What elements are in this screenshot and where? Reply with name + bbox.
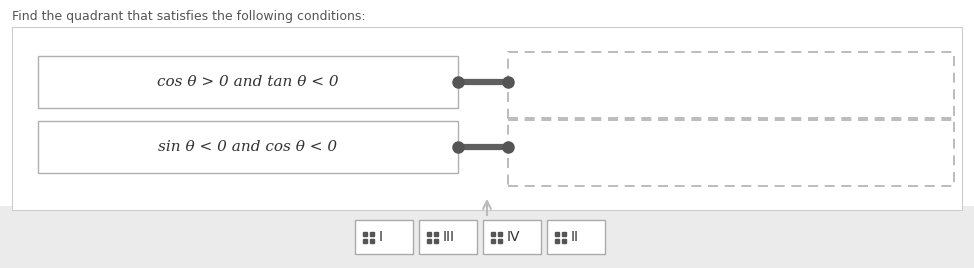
Text: II: II (571, 230, 579, 244)
Text: III: III (443, 230, 455, 244)
Bar (38, 56, 458, 108)
Text: I: I (379, 230, 383, 244)
Bar (12, 27, 962, 210)
Text: IV: IV (507, 230, 520, 244)
Bar (38, 121, 458, 173)
Bar (508, 118, 954, 186)
Bar (547, 220, 605, 254)
Bar (0, 206, 974, 268)
Text: Find the quadrant that satisfies the following conditions:: Find the quadrant that satisfies the fol… (12, 10, 365, 23)
Text: sin θ < 0 and cos θ < 0: sin θ < 0 and cos θ < 0 (159, 140, 338, 154)
Bar (508, 52, 954, 120)
Bar (355, 220, 413, 254)
Bar (419, 220, 477, 254)
Bar (483, 220, 541, 254)
Text: cos θ > 0 and tan θ < 0: cos θ > 0 and tan θ < 0 (157, 75, 339, 89)
